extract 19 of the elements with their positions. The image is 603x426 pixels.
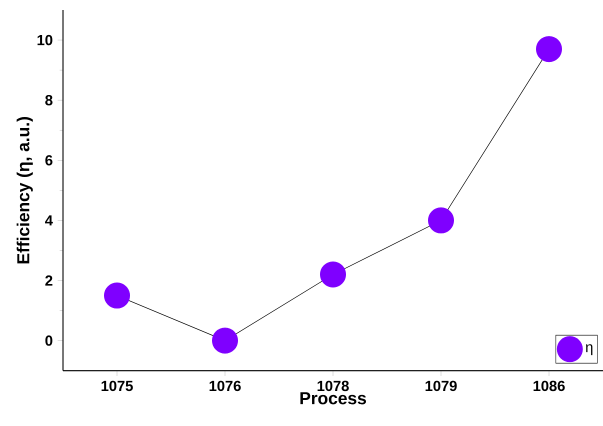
y-tick-label: 8 <box>45 94 52 106</box>
x-tick-label: 1076 <box>210 380 241 392</box>
point <box>320 261 346 288</box>
x-tick-label: 1079 <box>426 380 457 392</box>
x-tick-label: 1086 <box>534 380 565 392</box>
point <box>536 36 562 62</box>
y-tick-label: 0 <box>45 335 52 346</box>
y-tick-label: 10 <box>38 34 52 46</box>
x-tick-label: 1078 <box>318 380 349 392</box>
legend-label: η <box>586 344 592 356</box>
x-axis-title: Process <box>300 392 366 404</box>
y-tick-label: 4 <box>45 215 53 226</box>
point <box>104 282 130 309</box>
y-tick-label: 6 <box>45 155 52 166</box>
y-axis-title: Efficiency (η, a.u.) <box>16 117 33 264</box>
point <box>212 328 238 354</box>
x-tick-label: 1075 <box>102 380 133 392</box>
y-tick-label: 2 <box>45 275 52 286</box>
point <box>428 207 454 234</box>
